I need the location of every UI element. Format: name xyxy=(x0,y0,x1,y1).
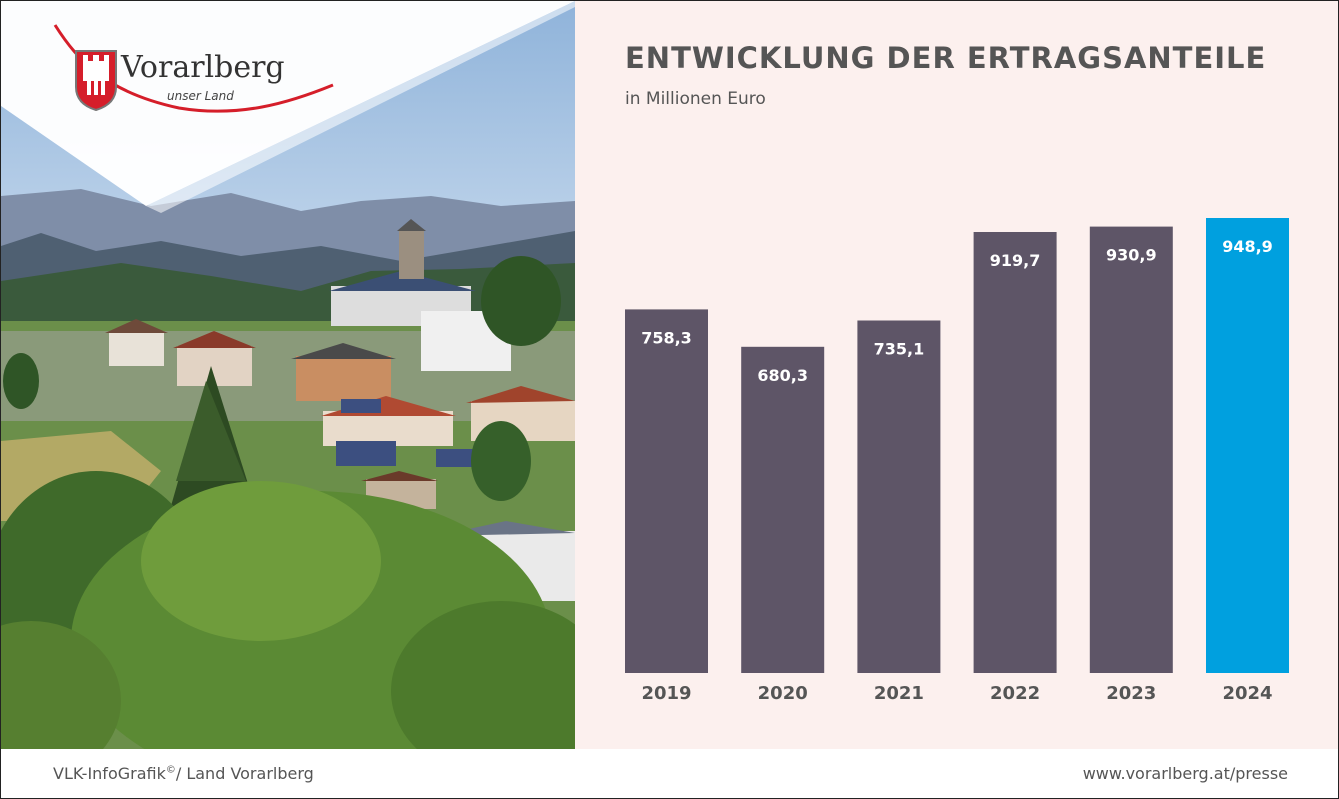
bar-chart: 758,3 2019 680,3 2020 735,1 2021 919,7 2022 930,… xyxy=(625,218,1289,704)
x-tick-2020: 2020 xyxy=(758,683,808,704)
footer-credit-name: VLK-InfoGrafik xyxy=(53,764,166,783)
logo-name: Vorarlberg xyxy=(121,50,285,85)
footer-copyright-mark: © xyxy=(165,764,176,776)
chart-subtitle: in Millionen Euro xyxy=(625,89,766,109)
value-label-2019: 758,3 xyxy=(641,328,692,347)
value-label-2021: 735,1 xyxy=(874,340,925,359)
x-tick-2023: 2023 xyxy=(1106,683,1156,704)
value-label-2023: 930,9 xyxy=(1106,246,1157,265)
x-tick-2019: 2019 xyxy=(641,683,691,704)
bar-2024 xyxy=(1206,218,1289,673)
footer-credit-suffix: / Land Vorarlberg xyxy=(175,764,314,783)
bar-2019 xyxy=(625,309,708,673)
value-label-2024: 948,9 xyxy=(1222,237,1273,256)
chart-title: ENTWICKLUNG DER ERTRAGSANTEILE xyxy=(625,41,1267,75)
x-tick-2021: 2021 xyxy=(874,683,924,704)
coat-of-arms-icon xyxy=(75,50,117,111)
footer-url[interactable]: www.vorarlberg.at/presse xyxy=(1082,764,1288,783)
bar-2022 xyxy=(973,232,1057,673)
landscape-illustration xyxy=(1,1,575,749)
landscape-photo xyxy=(1,1,575,749)
x-tick-2022: 2022 xyxy=(990,683,1040,704)
footer: VLK-InfoGrafik©/ Land Vorarlberg www.vor… xyxy=(1,749,1338,798)
bar-2021 xyxy=(857,320,941,673)
logo-tagline: unser Land xyxy=(167,89,234,103)
bar-2020 xyxy=(741,346,825,673)
footer-credit: VLK-InfoGrafik©/ Land Vorarlberg xyxy=(53,764,314,783)
value-label-2020: 680,3 xyxy=(757,366,808,385)
x-tick-2024: 2024 xyxy=(1222,683,1272,704)
vorarlberg-logo: Vorarlberg unser Land xyxy=(49,23,339,123)
chart-panel: ENTWICKLUNG DER ERTRAGSANTEILE in Millio… xyxy=(575,1,1338,749)
bar-2023 xyxy=(1089,226,1173,673)
value-label-2022: 919,7 xyxy=(990,251,1041,270)
